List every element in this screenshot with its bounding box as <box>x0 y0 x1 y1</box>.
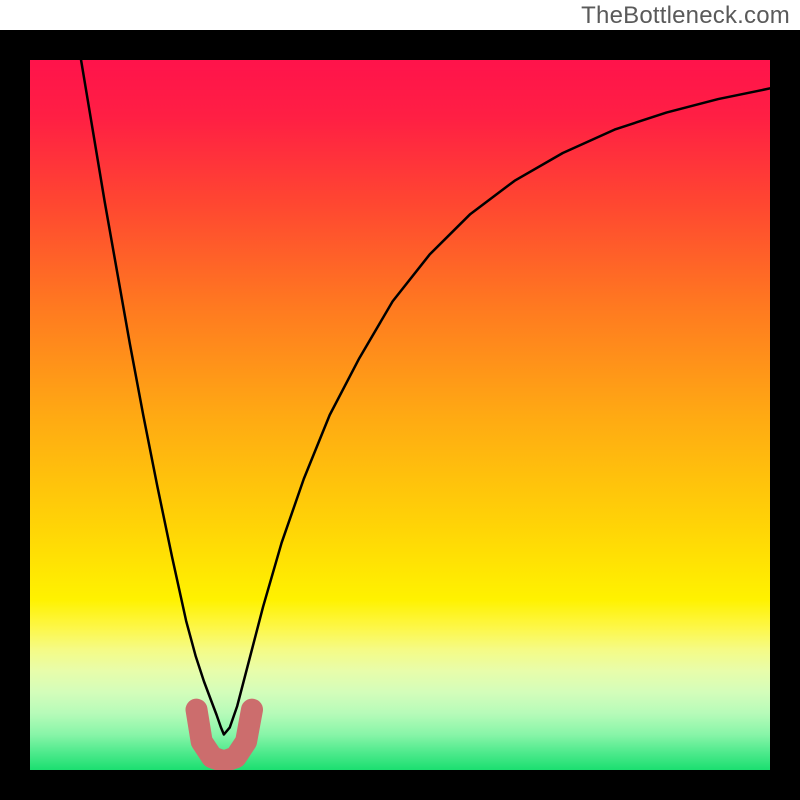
chart-svg <box>30 60 770 770</box>
chart-frame <box>0 30 800 800</box>
chart-stage: TheBottleneck.com <box>0 0 800 800</box>
watermark-text: TheBottleneck.com <box>581 0 790 32</box>
chart-background <box>30 60 770 770</box>
